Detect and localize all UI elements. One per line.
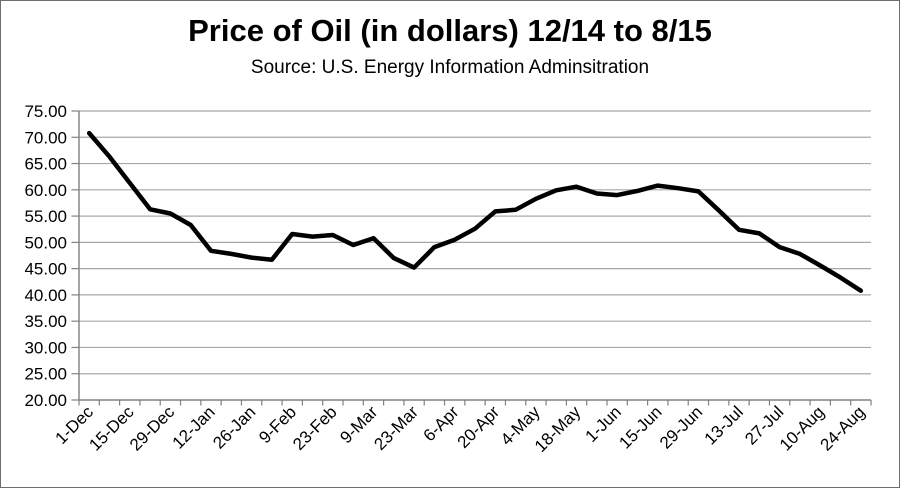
x-tick-label: 15-Dec (85, 402, 138, 455)
y-tick-labels: 20.00 25.00 30.00 35.00 40.00 45.00 50.00 55.00… (24, 102, 67, 410)
axis-ticks (71, 110, 872, 406)
y-tick-label: 40.00 (24, 286, 67, 305)
y-tick-label: 35.00 (24, 312, 67, 331)
axis-lines (78, 111, 871, 401)
x-tick-label: 26-Jan (209, 402, 259, 452)
chart-subtitle: Source: U.S. Energy Information Adminsit… (250, 57, 650, 78)
y-tick-label: 60.00 (24, 181, 67, 200)
y-tick-label: 50.00 (24, 233, 67, 252)
y-tick-label: 70.00 (24, 128, 67, 147)
x-tick-label: 23-Feb (289, 402, 341, 454)
x-tick-label: 20-Apr (454, 402, 504, 452)
y-tick-label: 30.00 (24, 338, 67, 357)
x-tick-label: 23-Mar (370, 402, 422, 454)
y-tick-label: 25.00 (24, 365, 67, 384)
x-tick-label: 29-Jun (656, 402, 706, 452)
y-tick-label: 75.00 (24, 102, 67, 121)
x-tick-label: 15-Jun (615, 402, 665, 452)
y-tick-label: 55.00 (24, 207, 67, 226)
x-tick-label: 18-May (531, 402, 585, 456)
x-tick-label: 12-Jan (169, 402, 219, 452)
x-tick-label: 10-Aug (776, 402, 828, 454)
y-tick-label: 65.00 (24, 155, 67, 174)
y-tick-label: 20.00 (24, 391, 67, 410)
x-tick-labels: 1-Dec15-Dec29-Dec12-Jan26-Jan9-Feb23-Feb… (51, 402, 868, 456)
x-tick-label: 13-Jul (701, 402, 747, 448)
y-gridlines (79, 110, 871, 375)
x-tick-label: 24-Aug (816, 402, 868, 454)
chart-title: Price of Oil (in dollars) 12/14 to 8/15 (188, 13, 712, 48)
price-line-series (86, 130, 864, 293)
x-tick-label: 29-Dec (126, 402, 179, 455)
y-tick-label: 45.00 (24, 260, 67, 279)
